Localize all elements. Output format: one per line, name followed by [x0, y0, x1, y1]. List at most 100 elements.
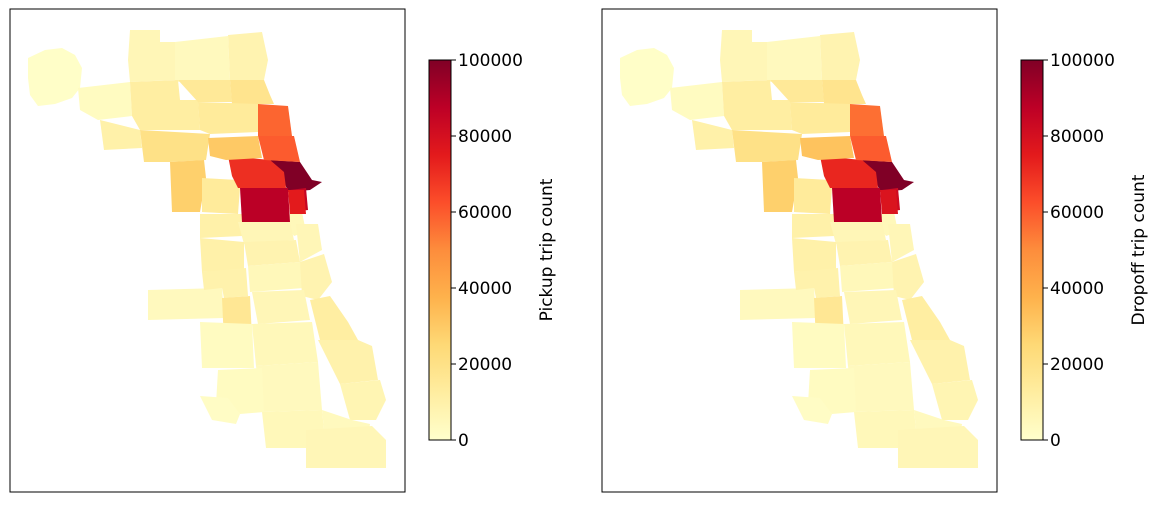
dropoff-area-pilsen — [792, 238, 836, 272]
dropoff-area-humboldt — [794, 178, 832, 214]
dropoff-area-mount-greenwood — [792, 396, 832, 424]
pickup-area-portage-park — [140, 130, 210, 162]
pickup-area-douglas — [238, 222, 294, 244]
dropoff-area-south-shore — [902, 296, 950, 340]
pickup-area-near-south — [288, 190, 306, 214]
pickup-area-belmont-cragin — [100, 120, 142, 150]
pickup-area-ashburn — [200, 322, 254, 368]
dropoff-area-edison-park — [720, 30, 767, 82]
pickup-area-bronzeville — [296, 224, 322, 262]
dropoff-area-garfield-park — [792, 214, 834, 238]
dropoff-area-fuller-park — [840, 262, 896, 292]
dropoff-area-lincoln-park — [850, 136, 892, 162]
dropoff-area-jefferson-park — [722, 80, 792, 130]
dropoff-area-bridgeport — [836, 240, 892, 266]
dropoff-colorbar-tick-label: 20000 — [1050, 355, 1104, 375]
pickup-area-near-west — [240, 188, 290, 222]
dropoff-map-figure: 0 20000 40000 60000 80000 100000 Dropoff trip … — [601, 8, 1149, 493]
pickup-map-panel: 0 20000 40000 60000 80000 100000 Pickup trip c… — [0, 0, 580, 501]
dropoff-area-near-south — [880, 190, 898, 214]
dropoff-area-south-chicago — [910, 340, 970, 384]
pickup-area-east-side — [340, 380, 386, 420]
pickup-area-bridgeport — [244, 240, 300, 266]
pickup-area-albany-park — [198, 102, 258, 134]
pickup-map-figure: 0 20000 40000 60000 80000 100000 Pickup trip c… — [9, 8, 557, 493]
pickup-area-near-north — [270, 160, 322, 192]
pickup-area-garfield-park — [200, 214, 242, 238]
dropoff-colorbar — [1020, 59, 1044, 441]
pickup-area-south-chicago — [318, 340, 378, 384]
dropoff-area-rogers-park — [820, 32, 860, 80]
pickup-colorbar-tick-label: 60000 — [458, 203, 512, 223]
dropoff-area-bronzeville — [888, 224, 914, 262]
pickup-area-lakeview — [258, 104, 292, 136]
pickup-area-west-town — [228, 156, 286, 188]
pickup-area-edison-park — [128, 30, 175, 82]
dropoff-colorbar-tick-label: 80000 — [1050, 127, 1104, 147]
pickup-area-austin — [170, 160, 206, 212]
dropoff-area-lakeview — [850, 104, 884, 136]
pickup-colorbar-tick-label: 80000 — [458, 127, 512, 147]
pickup-area-new-city — [202, 268, 248, 298]
pickup-area-woodlawn — [252, 290, 310, 324]
dropoff-area-ashburn — [792, 322, 846, 368]
pickup-area-north-park — [178, 80, 232, 102]
pickup-area-uptown — [230, 80, 274, 104]
pickup-area-hyde-park — [300, 254, 332, 300]
pickup-area-auburn — [256, 362, 322, 412]
dropoff-area-near-north — [862, 160, 914, 192]
dropoff-area-hyde-park — [892, 254, 924, 300]
dropoff-area-albany-park — [790, 102, 850, 134]
dropoff-colorbar-label: Dropoff trip count — [1129, 174, 1149, 325]
pickup-area-beverly — [216, 368, 264, 414]
pickup-colorbar-tick-label: 100000 — [458, 51, 523, 71]
dropoff-area-austin — [762, 160, 798, 212]
pickup-colorbar-tick-label: 0 — [458, 431, 469, 451]
dropoff-area-west-lawn — [740, 288, 816, 320]
dropoff-area-east-side — [932, 380, 978, 420]
pickup-area-west-lawn — [148, 288, 224, 320]
dropoff-area-ohare — [620, 48, 674, 106]
pickup-area-hegewisch — [306, 426, 386, 468]
dropoff-area-far-northwest — [670, 82, 724, 120]
pickup-area-mount-greenwood — [200, 396, 240, 424]
dropoff-area-hegewisch — [898, 426, 978, 468]
dropoff-area-logan-square — [800, 136, 854, 160]
pickup-area-pilsen — [200, 238, 244, 272]
dropoff-area-new-city — [794, 268, 840, 298]
dropoff-area-north-park — [770, 80, 824, 102]
dropoff-area-west-town — [820, 156, 878, 188]
dropoff-area-portage-park — [732, 130, 802, 162]
pickup-area-south-shore — [310, 296, 358, 340]
pickup-colorbar-label: Pickup trip count — [537, 178, 557, 321]
pickup-area-lincoln-park — [258, 136, 300, 162]
dropoff-area-douglas — [830, 222, 886, 244]
dropoff-colorbar-tick-label: 100000 — [1050, 51, 1115, 71]
dropoff-area-auburn — [848, 362, 914, 412]
dropoff-area-chatham — [844, 322, 910, 366]
dropoff-area-woodlawn — [844, 290, 902, 324]
pickup-area-logan-square — [208, 136, 262, 160]
pickup-area-fuller-park — [248, 262, 304, 292]
dropoff-area-uptown — [822, 80, 866, 104]
pickup-area-jefferson-park — [130, 80, 200, 130]
pickup-colorbar-tick-label: 20000 — [458, 355, 512, 375]
pickup-colorbar — [428, 59, 452, 441]
pickup-area-humboldt — [202, 178, 240, 214]
pickup-area-ohare — [28, 48, 82, 106]
dropoff-colorbar-tick-label: 40000 — [1050, 279, 1104, 299]
dropoff-area-beverly — [808, 368, 856, 414]
dropoff-area-forest-glen — [767, 36, 822, 82]
dropoff-map-panel: 0 20000 40000 60000 80000 100000 Dropoff trip … — [592, 0, 1157, 501]
pickup-area-far-northwest — [78, 82, 132, 120]
dropoff-colorbar-tick-label: 0 — [1050, 431, 1061, 451]
pickup-city-map — [28, 30, 386, 468]
dropoff-area-belmont-cragin — [692, 120, 734, 150]
dropoff-area-near-west — [832, 188, 882, 222]
pickup-area-forest-glen — [175, 36, 230, 82]
dropoff-colorbar-tick-label: 60000 — [1050, 203, 1104, 223]
pickup-area-rogers-park — [228, 32, 268, 80]
pickup-colorbar-tick-label: 40000 — [458, 279, 512, 299]
dropoff-city-map — [620, 30, 978, 468]
pickup-area-chatham — [252, 322, 318, 366]
